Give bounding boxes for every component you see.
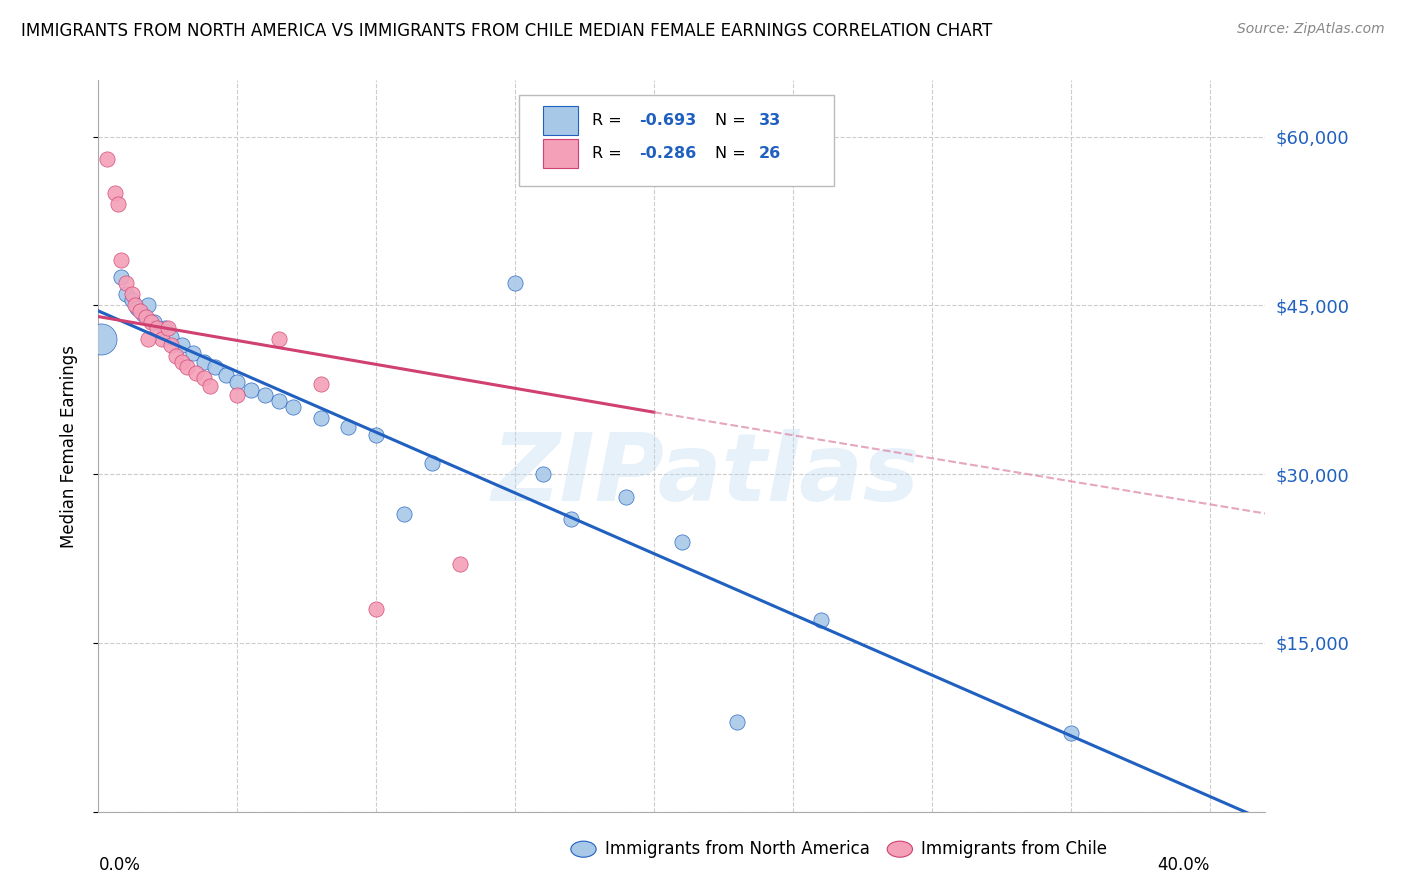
Point [240, 383, 263, 397]
Text: 0.0%: 0.0% [98, 855, 141, 873]
Text: R =: R = [592, 146, 627, 161]
Point [671, 534, 693, 549]
Point [449, 557, 471, 571]
Point [254, 388, 277, 402]
Point [110, 270, 132, 285]
Point [1060, 726, 1083, 740]
Point [121, 293, 143, 307]
Text: 40.0%: 40.0% [1157, 855, 1209, 873]
Text: Immigrants from North America: Immigrants from North America [605, 840, 869, 858]
Point [165, 349, 187, 363]
Point [226, 388, 249, 402]
Point [503, 276, 526, 290]
Point [366, 427, 388, 442]
FancyBboxPatch shape [519, 95, 834, 186]
Point [366, 602, 388, 616]
Point [281, 400, 304, 414]
Bar [543, 106, 578, 136]
Text: 26: 26 [759, 146, 782, 161]
Point [420, 456, 443, 470]
Point [198, 379, 221, 393]
Point [560, 512, 582, 526]
Point [309, 410, 332, 425]
Point [129, 304, 152, 318]
Point [170, 354, 193, 368]
Y-axis label: Median Female Earnings: Median Female Earnings [59, 344, 77, 548]
Point [215, 368, 238, 383]
Point [531, 467, 554, 482]
Point [159, 330, 181, 344]
Point [184, 366, 207, 380]
Point [614, 490, 637, 504]
Text: Immigrants from Chile: Immigrants from Chile [921, 840, 1107, 858]
Point [156, 321, 179, 335]
Point [226, 375, 249, 389]
Point [107, 197, 129, 211]
Text: N =: N = [714, 146, 751, 161]
Point [104, 186, 127, 200]
Text: -0.286: -0.286 [638, 146, 696, 161]
Point [124, 298, 146, 312]
Point [193, 371, 215, 385]
Text: ZIPatlas: ZIPatlas [491, 429, 920, 521]
Text: Source: ZipAtlas.com: Source: ZipAtlas.com [1237, 22, 1385, 37]
Point [115, 287, 138, 301]
Point [267, 332, 290, 346]
Point [810, 614, 832, 628]
Point [141, 315, 163, 329]
Point [267, 394, 290, 409]
Point [727, 714, 749, 729]
Point [146, 321, 169, 335]
Text: R =: R = [592, 113, 627, 128]
Point [309, 377, 332, 392]
Point [138, 298, 160, 312]
Point [392, 507, 415, 521]
Text: N =: N = [714, 113, 751, 128]
Point [170, 337, 193, 351]
Point [138, 332, 160, 346]
Point [121, 287, 143, 301]
Point [115, 276, 138, 290]
Point [204, 360, 226, 375]
Point [143, 315, 166, 329]
Point [337, 420, 360, 434]
Point [135, 310, 157, 324]
Point [110, 253, 132, 268]
Point [181, 345, 204, 359]
Point [90, 332, 112, 346]
Point [127, 301, 149, 315]
Point [150, 332, 173, 346]
Text: 33: 33 [759, 113, 782, 128]
Point [193, 354, 215, 368]
Text: -0.693: -0.693 [638, 113, 696, 128]
Point [176, 360, 198, 375]
Point [96, 152, 118, 166]
Point [132, 307, 155, 321]
Point [159, 337, 181, 351]
Text: IMMIGRANTS FROM NORTH AMERICA VS IMMIGRANTS FROM CHILE MEDIAN FEMALE EARNINGS CO: IMMIGRANTS FROM NORTH AMERICA VS IMMIGRA… [21, 22, 993, 40]
Bar [543, 139, 578, 168]
Point [153, 321, 176, 335]
